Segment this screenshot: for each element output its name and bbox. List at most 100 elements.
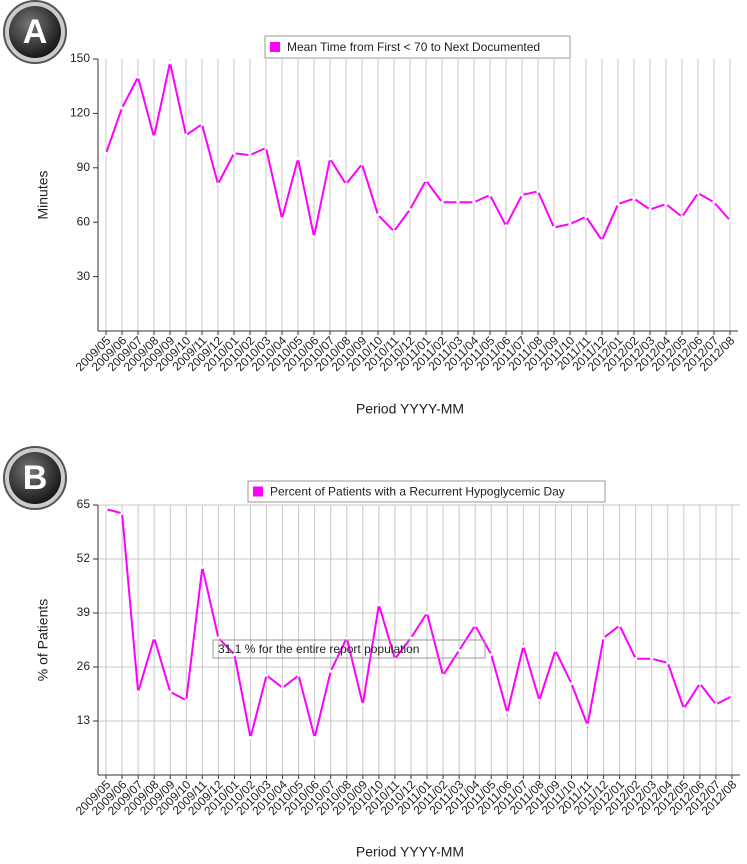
data-point — [216, 182, 220, 186]
data-point — [329, 669, 333, 673]
x-axis-title: Period YYYY-MM — [356, 844, 464, 860]
legend-box — [247, 480, 606, 503]
data-point — [264, 673, 269, 677]
y-tick-label: 26 — [77, 659, 91, 673]
data-point — [521, 644, 525, 648]
y-tick-label: 60 — [77, 214, 91, 228]
data-point — [377, 603, 381, 607]
data-point — [360, 162, 364, 166]
y-tick-label: 90 — [77, 160, 91, 174]
data-point — [584, 215, 588, 219]
y-tick-label: 13 — [77, 713, 91, 727]
data-point — [489, 652, 493, 657]
data-point — [585, 723, 590, 727]
data-point — [408, 207, 412, 212]
data-point — [297, 673, 301, 677]
data-point — [473, 623, 477, 628]
panel-label: B — [23, 459, 48, 497]
annotation-box — [212, 639, 486, 659]
data-point — [616, 202, 620, 206]
legend-title: Mean Time from First < 70 to Next Docume… — [287, 40, 540, 54]
data-point — [441, 673, 445, 677]
data-point — [456, 200, 460, 204]
data-point — [568, 222, 572, 226]
data-point — [136, 690, 140, 694]
data-point — [312, 235, 316, 239]
data-point — [232, 151, 236, 155]
data-point — [425, 611, 429, 615]
data-point — [328, 157, 332, 161]
data-point — [200, 122, 204, 126]
data-point — [152, 636, 156, 640]
legend-title: Percent of Patients with a Recurrent Hyp… — [270, 485, 565, 499]
data-point — [520, 193, 524, 197]
data-point — [698, 682, 702, 686]
data-point — [184, 133, 188, 137]
data-point — [728, 218, 732, 222]
data-point — [666, 661, 670, 665]
y-tick-label: 52 — [77, 551, 91, 565]
data-point — [682, 706, 686, 711]
data-point — [344, 182, 348, 186]
line-series — [105, 62, 731, 243]
annotation: 31.1 % for the entire report population — [218, 642, 419, 656]
data-point — [696, 191, 700, 195]
data-point — [730, 694, 734, 698]
data-point — [553, 648, 558, 652]
data-point — [472, 200, 476, 204]
data-point — [648, 207, 652, 212]
data-point — [618, 623, 622, 628]
data-point — [120, 511, 124, 515]
y-tick-label: 30 — [77, 269, 91, 283]
panel-badge — [9, 6, 61, 58]
legend-swatch — [270, 42, 280, 52]
data-point — [313, 736, 317, 740]
data-point — [392, 229, 396, 233]
legend-swatch — [253, 486, 263, 497]
legend-box — [264, 35, 571, 59]
panel-badge — [9, 452, 61, 504]
data-point — [184, 698, 188, 702]
data-point — [104, 151, 108, 155]
data-point — [376, 213, 380, 217]
data-point — [632, 197, 636, 201]
data-point — [504, 224, 508, 228]
data-point — [634, 657, 638, 661]
data-point — [712, 200, 716, 204]
line-series — [105, 508, 733, 738]
y-tick-label: 120 — [70, 106, 90, 120]
data-point — [345, 636, 349, 640]
data-point — [664, 202, 668, 206]
y-tick-label: 150 — [70, 51, 90, 65]
data-point — [168, 61, 172, 65]
data-point — [248, 736, 253, 740]
data-point — [136, 75, 140, 79]
x-axis-title: Period YYYY-MM — [356, 401, 464, 417]
data-point — [152, 135, 156, 139]
data-point — [216, 636, 220, 640]
data-point — [457, 648, 461, 652]
data-point — [552, 226, 556, 230]
data-point — [505, 711, 509, 715]
data-point — [424, 178, 428, 183]
data-point — [440, 200, 444, 204]
data-point — [248, 153, 252, 157]
data-point — [361, 702, 365, 706]
y-axis-title: % of Patients — [35, 599, 51, 682]
data-point — [536, 189, 540, 193]
data-point — [601, 636, 606, 640]
y-axis-title: Minutes — [35, 170, 51, 219]
data-point — [280, 686, 285, 690]
data-point — [120, 106, 124, 110]
data-point — [232, 652, 237, 657]
data-point — [488, 193, 492, 197]
data-point — [600, 238, 604, 242]
data-point — [168, 690, 172, 694]
y-tick-label: 39 — [77, 605, 91, 619]
data-point — [537, 698, 541, 702]
data-point — [264, 146, 268, 150]
data-point — [104, 507, 108, 511]
data-point — [569, 682, 574, 686]
